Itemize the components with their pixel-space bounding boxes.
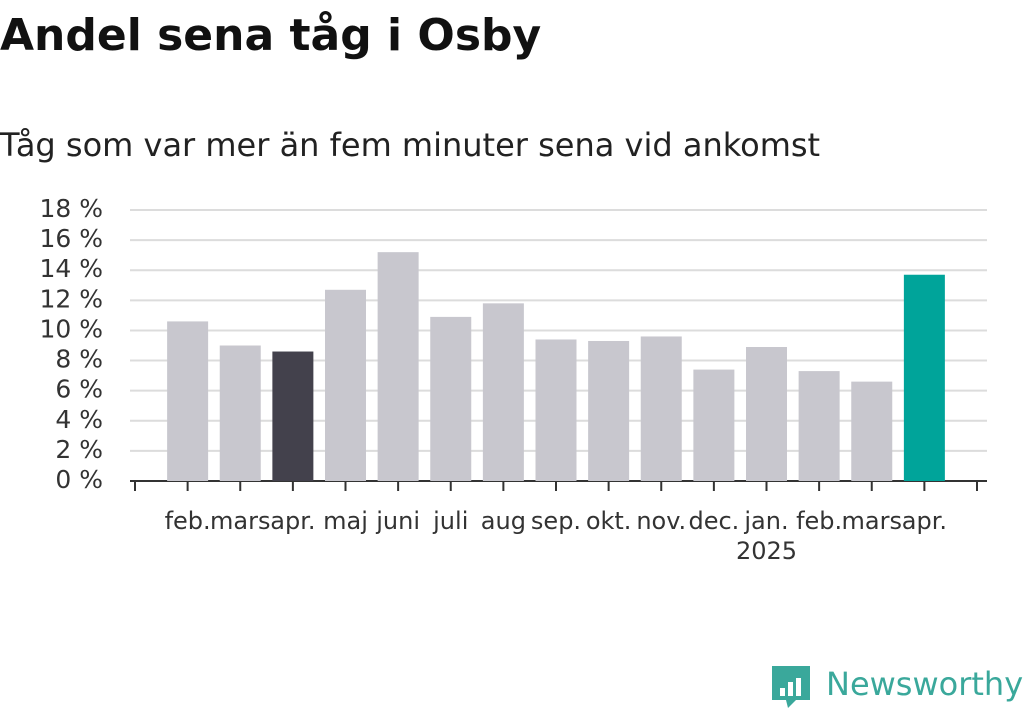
x-tick-label: juli <box>433 507 469 535</box>
x-tick-label: maj <box>323 507 368 535</box>
y-tick-label: 18 % <box>39 194 103 223</box>
y-tick-label: 8 % <box>55 345 103 374</box>
y-tick-label: 10 % <box>39 314 103 343</box>
bar <box>588 340 630 481</box>
bar <box>903 274 945 481</box>
bar <box>535 339 577 481</box>
chart-subtitle: Tåg som var mer än fem minuter sena vid … <box>0 126 820 164</box>
x-tick-label: apr. <box>270 507 316 535</box>
bar <box>851 381 893 481</box>
x-tick-label: jan. 2025 <box>735 507 798 565</box>
x-tick-label: okt. <box>585 507 632 535</box>
x-tick-label: aug <box>480 507 526 535</box>
brand: Newsworthy <box>826 665 1023 703</box>
y-tick-label: 14 % <box>39 254 103 283</box>
x-tick-label: dec. <box>688 507 740 535</box>
chart-title: Andel sena tåg i Osby <box>0 10 541 61</box>
bar <box>430 316 472 481</box>
x-tick-label: feb. <box>796 507 843 535</box>
bar <box>325 289 366 481</box>
x-tick-label: mars <box>210 507 271 535</box>
bar <box>798 371 840 481</box>
bar <box>693 369 735 481</box>
y-tick-label: 0 % <box>55 465 103 494</box>
logo <box>772 666 810 708</box>
bar <box>640 336 682 481</box>
bar <box>272 351 314 481</box>
x-tick-label: juni <box>376 507 420 535</box>
y-tick-label: 6 % <box>55 375 103 404</box>
y-tick-label: 16 % <box>39 224 103 253</box>
y-tick-label: 4 % <box>55 405 103 434</box>
x-tick-label: apr. <box>901 507 947 535</box>
x-tick-label: feb. <box>164 507 211 535</box>
bar <box>167 321 209 481</box>
y-tick-label: 12 % <box>39 284 103 313</box>
x-tick-label: sep. <box>530 507 582 535</box>
bar <box>377 252 419 481</box>
bar <box>219 345 261 481</box>
bar <box>746 347 787 481</box>
x-tick-label: mars <box>841 507 902 535</box>
y-tick-label: 2 % <box>55 435 103 464</box>
bar <box>482 303 524 481</box>
x-tick-label: nov. <box>636 507 687 535</box>
